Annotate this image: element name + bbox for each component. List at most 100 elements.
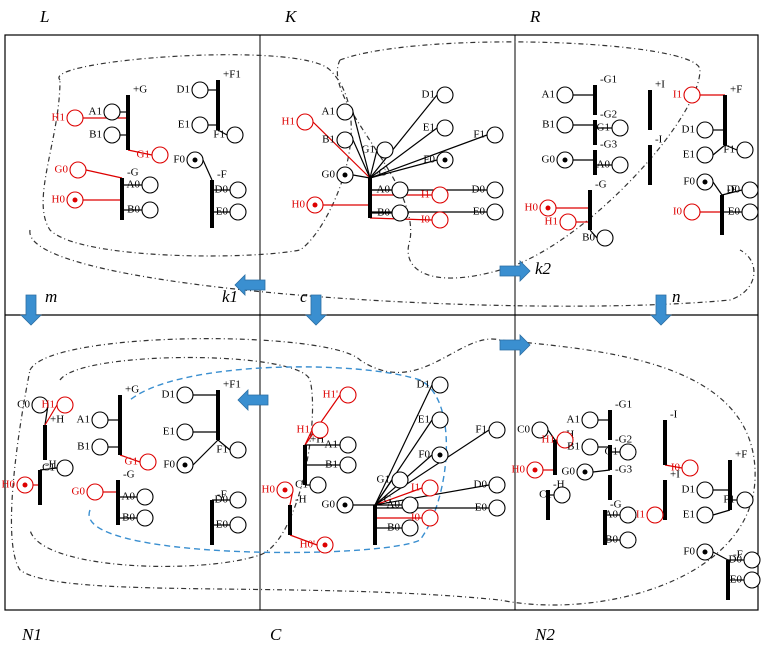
place-label: B0 [582,232,595,244]
place [697,482,713,498]
place-label: F1 [723,144,735,156]
place-label: B0 [127,204,140,216]
morphism-label: k2 [535,259,552,278]
transition-label: +I [655,79,665,91]
block-arrow [21,295,41,325]
place-label: D1 [417,379,430,391]
place [742,204,758,220]
place-label: G1 [605,446,618,458]
arc [86,170,122,178]
place-label: H0' [300,539,315,551]
panel-label: L [39,7,49,26]
place-label: G0 [55,164,69,176]
place-label: C1 [539,489,552,501]
place [560,214,576,230]
diagram: L K R N1 C N2 m c n k1 k2 +G-G+F1-FH1A1B… [0,0,763,656]
token [703,180,708,185]
transition-label: -H [295,494,307,506]
transition-label: -G [123,469,135,481]
place [92,412,108,428]
place-label: F0 [163,459,175,471]
arc [713,552,728,560]
place-label: D0 [215,494,229,506]
place [230,204,246,220]
transition-label: -I [655,134,663,146]
place-label: E1 [683,509,695,521]
place-label: D1 [422,89,435,101]
place-label: H0 [2,479,16,491]
transition-label: -I [670,409,678,421]
token [583,470,588,475]
place-label: D1 [682,124,695,136]
place-label: B0 [387,522,400,534]
place-label: F1 [475,424,487,436]
place [104,104,120,120]
place-label: F0 [683,546,695,558]
place-label: I1 [411,482,420,494]
place [70,162,86,178]
place-label: H1 [297,424,310,436]
token [183,463,188,468]
place [487,182,503,198]
place-label: F0 [423,154,435,166]
transition-label: +H [50,414,64,426]
place [227,127,243,143]
place [337,132,353,148]
token [323,543,328,548]
place [620,532,636,548]
transition-label: -G [375,167,387,179]
transition-label: -G [127,167,139,179]
place [557,117,573,133]
transition-label: -G [595,179,607,191]
place [432,212,448,228]
place [142,202,158,218]
place-label: F0 [683,176,695,188]
transition-label: +G [125,384,139,396]
place [432,377,448,393]
place-label: E0 [728,206,741,218]
transition-label: +G [133,84,147,96]
panel-label: K [284,7,298,26]
morphism-label: m [45,287,57,306]
place-label: A1 [542,89,555,101]
token [703,550,708,555]
place [230,492,246,508]
place-label: G0 [542,154,556,166]
token [546,206,551,211]
place [152,147,168,163]
place-label: H1 [52,112,65,124]
place [57,460,73,476]
place [432,412,448,428]
place-label: F1 [213,129,225,141]
place-label: H0 [292,199,306,211]
morphism-label: c [300,287,308,306]
place-label: E0 [730,574,743,586]
place-label: G0 [72,486,86,498]
place [684,204,700,220]
place [489,500,505,516]
place [104,127,120,143]
place-label: G1 [362,144,375,156]
place [337,104,353,120]
place [744,572,760,588]
place-label: C1 [42,462,55,474]
place-label: A0 [377,184,391,196]
transition-label: +F [735,449,747,461]
place [192,117,208,133]
arc [713,510,730,515]
place-label: I1 [421,189,430,201]
place [697,122,713,138]
place [312,422,328,438]
place-label: E0 [473,206,486,218]
place [297,114,313,130]
place [582,439,598,455]
panel-label: C [270,625,282,644]
place-label: E1 [418,414,430,426]
token [313,203,318,208]
place-label: I0 [421,214,431,226]
place-label: E1 [163,426,175,438]
place-label: D0 [215,184,229,196]
place [612,157,628,173]
place [192,82,208,98]
place-label: A0 [605,509,619,521]
